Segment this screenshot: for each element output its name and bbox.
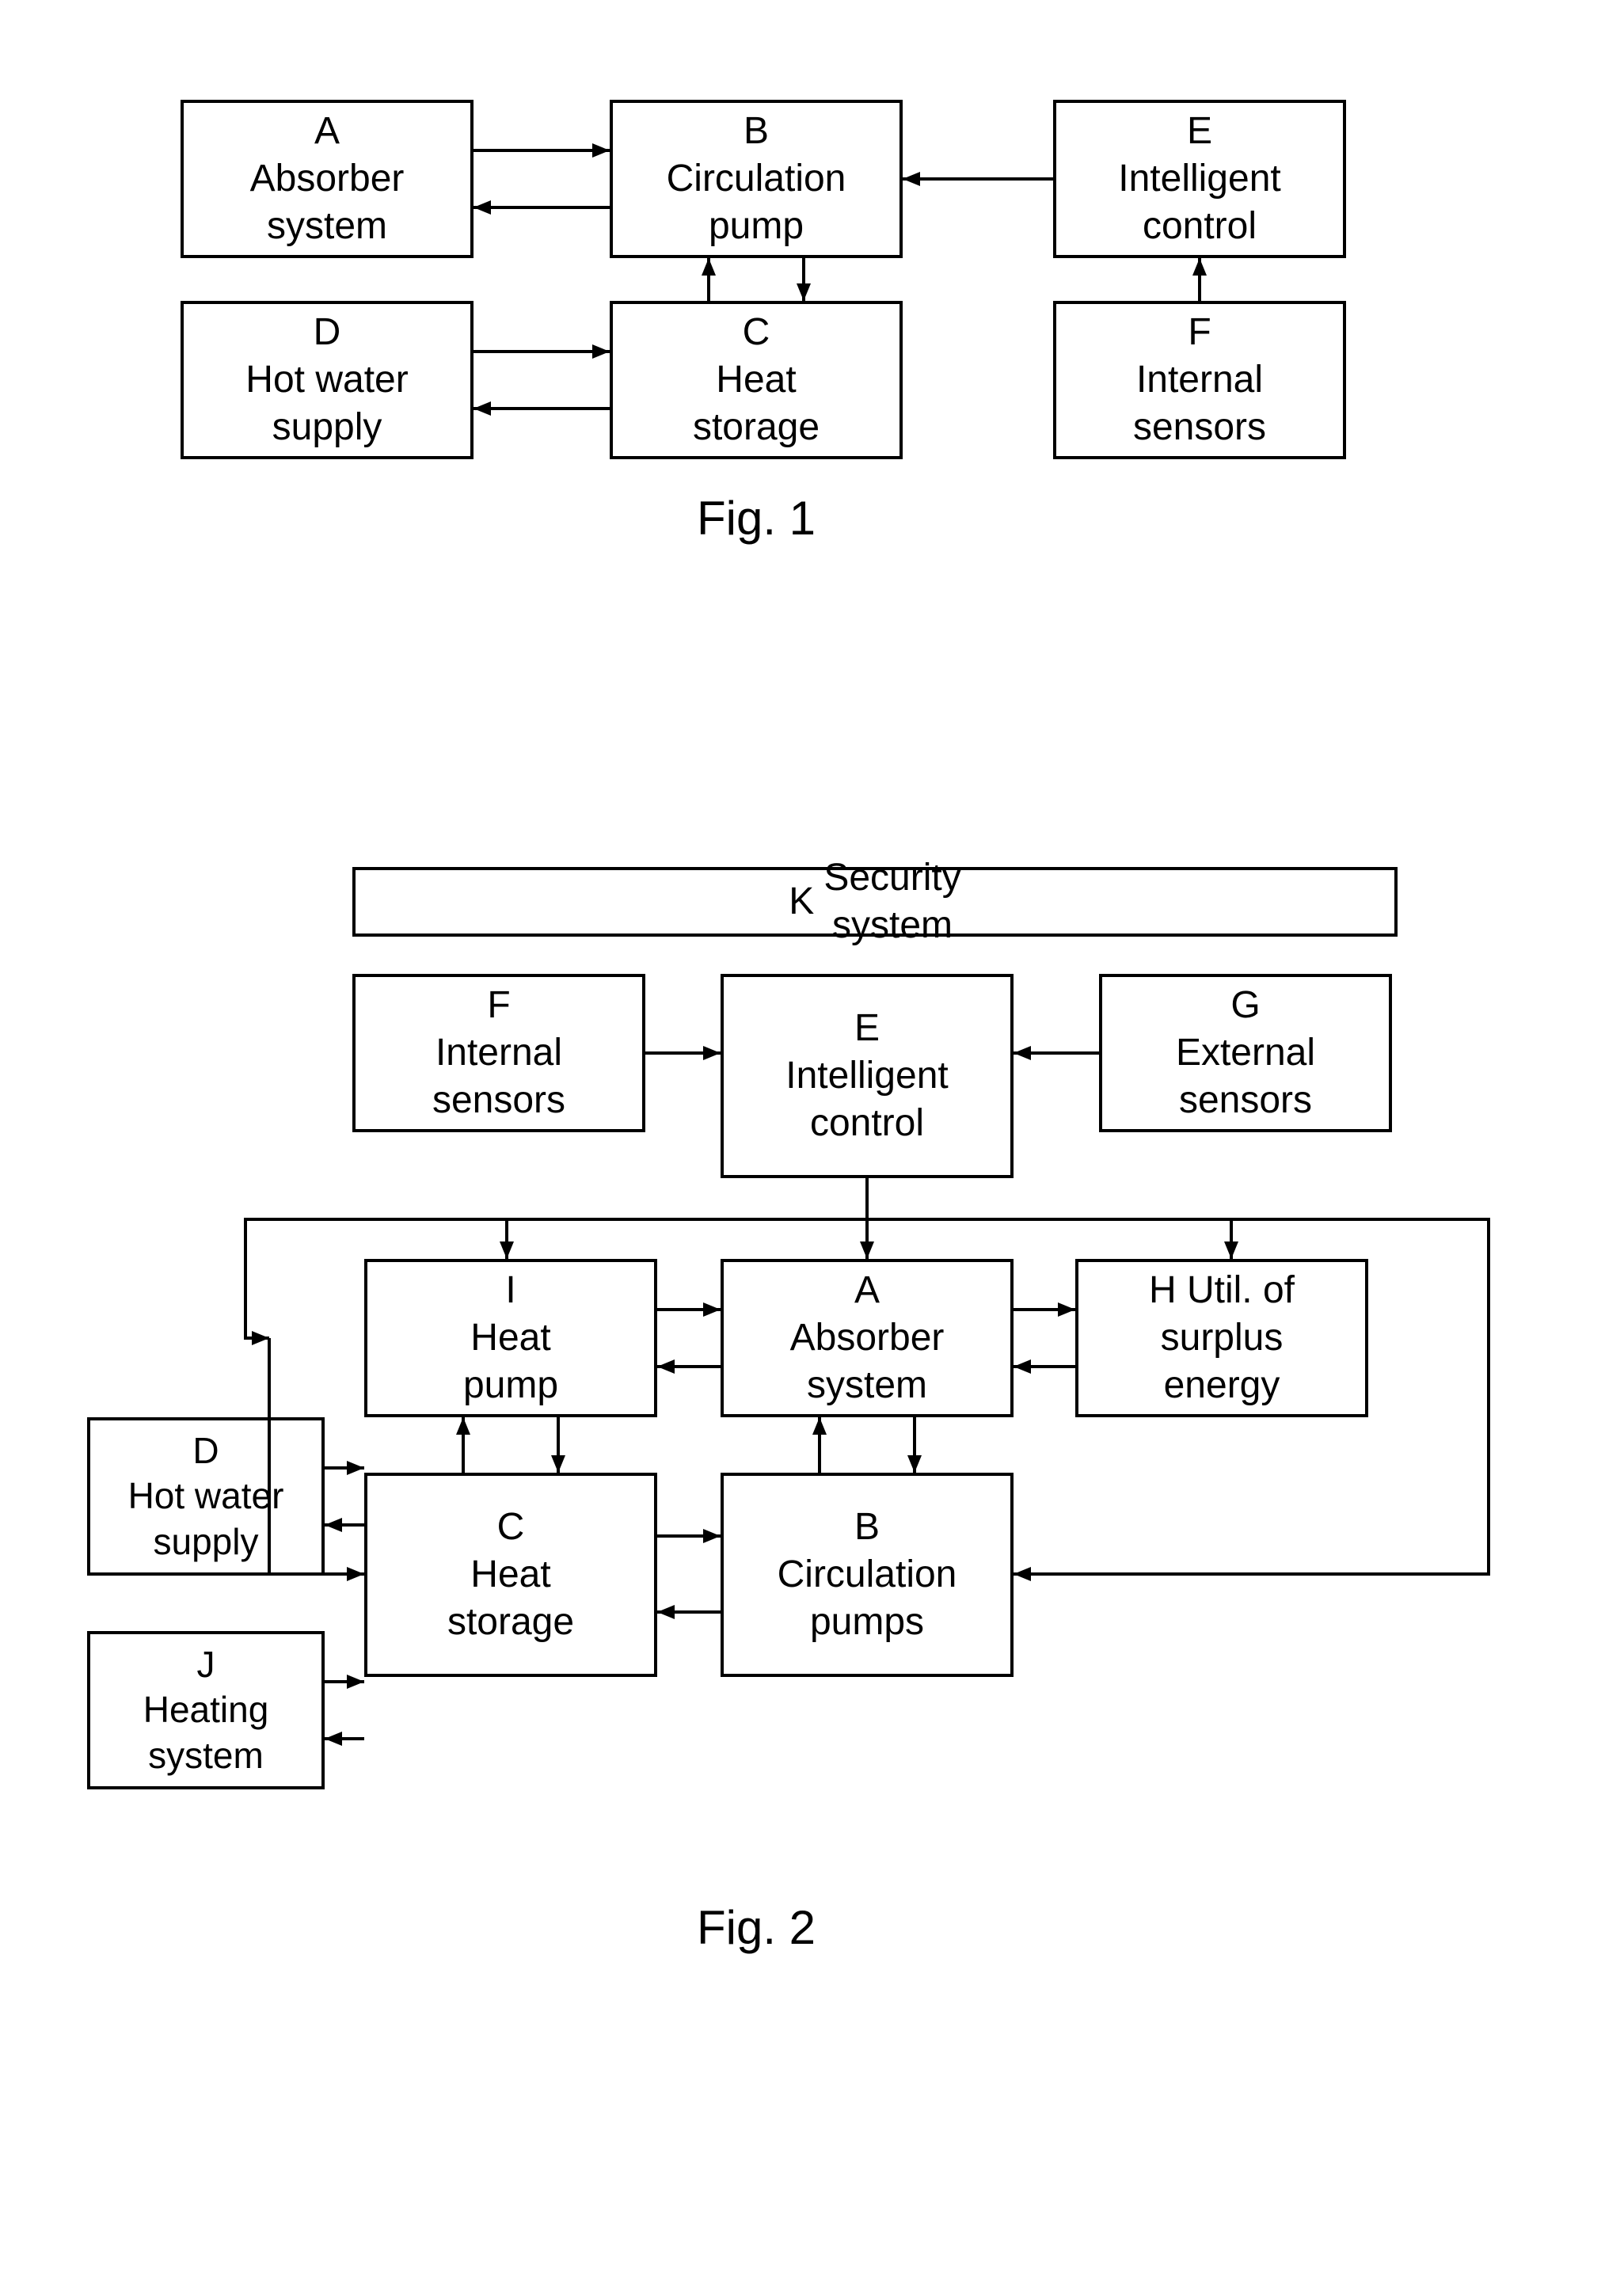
box-label: Externalsensors <box>1176 1029 1315 1124</box>
box-letter: A <box>314 108 340 155</box>
box-label: Absorbersystem <box>250 155 405 250</box>
box-letter: C <box>743 309 770 356</box>
fig2-box-i: I Heatpump <box>364 1259 657 1417</box>
box-label: Heatingsystem <box>143 1687 269 1778</box>
fig1-box-e: E Intelligentcontrol <box>1053 100 1346 258</box>
box-letter: F <box>1188 309 1211 356</box>
box-label: Heatstorage <box>447 1551 574 1646</box>
box-label: Hot watersupply <box>128 1473 284 1565</box>
fig2-box-g: G Externalsensors <box>1099 974 1392 1132</box>
fig2-box-a: A Absorbersystem <box>721 1259 1014 1417</box>
fig1-box-b: B Circulationpump <box>610 100 903 258</box>
box-label: Securitysystem <box>823 854 960 949</box>
box-label: Internalsensors <box>432 1029 565 1124</box>
box-label: Internalsensors <box>1133 356 1266 451</box>
box-letter: D <box>192 1428 219 1474</box>
fig1-caption: Fig. 1 <box>610 491 903 546</box>
box-label: H Util. ofsurplusenergy <box>1149 1267 1295 1409</box>
box-label: Circulationpumps <box>778 1551 957 1646</box>
fig2-box-d: D Hot watersupply <box>87 1417 325 1576</box>
fig2-box-j: J Heatingsystem <box>87 1631 325 1789</box>
fig2-box-h: H Util. ofsurplusenergy <box>1075 1259 1368 1417</box>
fig2-box-f: F Internalsensors <box>352 974 645 1132</box>
fig2-box-e: E Intelligentcontrol <box>721 974 1014 1178</box>
box-letter: E <box>854 1005 880 1052</box>
fig2-box-b: B Circulationpumps <box>721 1473 1014 1677</box>
box-letter: K <box>789 878 814 926</box>
fig2-caption: Fig. 2 <box>610 1900 903 1955</box>
box-label: Intelligentcontrol <box>785 1052 948 1147</box>
box-letter: G <box>1230 982 1260 1029</box>
box-letter: J <box>197 1642 215 1688</box>
box-label: Circulationpump <box>667 155 846 250</box>
box-label: Heatstorage <box>693 356 820 451</box>
fig2-box-k: K Securitysystem <box>352 867 1398 937</box>
fig2-box-c: C Heatstorage <box>364 1473 657 1677</box>
box-letter: I <box>505 1267 515 1314</box>
box-letter: D <box>314 309 341 356</box>
fig1-box-d: D Hot watersupply <box>181 301 474 459</box>
box-letter: F <box>487 982 510 1029</box>
box-label: Heatpump <box>463 1314 558 1409</box>
box-label: Absorbersystem <box>790 1314 945 1409</box>
box-letter: B <box>744 108 769 155</box>
fig1-box-a: A Absorbersystem <box>181 100 474 258</box>
box-letter: E <box>1187 108 1212 155</box>
fig1-box-c: C Heatstorage <box>610 301 903 459</box>
box-letter: A <box>854 1267 880 1314</box>
box-letter: C <box>497 1504 525 1551</box>
box-label: Intelligentcontrol <box>1118 155 1280 250</box>
box-letter: B <box>854 1504 880 1551</box>
fig1-box-f: F Internalsensors <box>1053 301 1346 459</box>
box-label: Hot watersupply <box>245 356 408 451</box>
